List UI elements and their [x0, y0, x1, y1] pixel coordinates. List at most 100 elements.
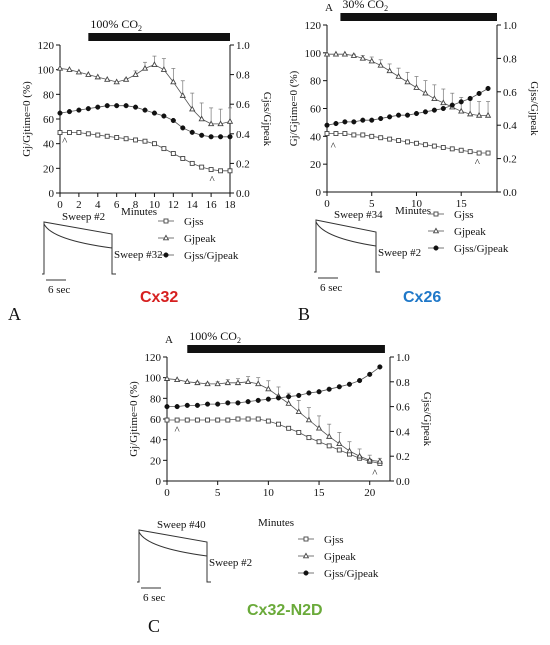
data-point — [356, 452, 363, 459]
data-point — [285, 399, 292, 406]
panel-letter-b: B — [298, 304, 310, 324]
x-tick-label: 2 — [76, 199, 82, 211]
sweep-label-top: Sweep #34 — [334, 209, 383, 221]
y-axis-label: Gj/Gjtime=0 (%) — [288, 70, 300, 146]
data-point — [199, 132, 205, 138]
data-point — [316, 439, 322, 445]
data-point — [218, 168, 224, 174]
y2-axis-label: Gjss/Gjpeak — [528, 81, 540, 136]
co2-label: 30% CO2 — [342, 0, 388, 13]
data-point — [57, 110, 63, 116]
data-point — [342, 119, 348, 125]
scale-bar-label: 6 sec — [143, 592, 165, 604]
data-point — [440, 145, 446, 150]
legend-entry: Gjss/Gjpeak — [454, 243, 509, 255]
series-gjss — [57, 130, 233, 174]
legend-marker — [433, 245, 439, 251]
data-point — [245, 399, 251, 405]
legend-marker — [303, 570, 309, 576]
x-tick-label: 15 — [456, 198, 468, 210]
data-point — [95, 104, 101, 110]
data-point — [275, 395, 282, 401]
x-tick-label: 8 — [133, 199, 139, 211]
data-point — [180, 125, 186, 131]
sweep-trace-outer — [314, 219, 380, 273]
data-point — [306, 435, 312, 441]
y2-tick-label: 1.0 — [396, 352, 410, 364]
data-point — [104, 103, 110, 109]
data-point — [163, 375, 171, 381]
data-point — [133, 137, 139, 143]
y-tick-label: 40 — [150, 435, 162, 447]
data-point — [132, 71, 139, 77]
data-point — [333, 131, 339, 137]
data-point — [122, 75, 130, 82]
data-point — [316, 389, 322, 395]
y2-tick-label: 0.4 — [503, 120, 517, 132]
cx32-label: Cx32 — [140, 289, 178, 306]
x-axis-label: Minutes — [395, 205, 431, 217]
data-point — [227, 168, 233, 174]
x-tick-label: 15 — [314, 487, 326, 499]
inset-cx32-n2d: 6 sec Sweep #40 Sweep #2 Minutes Gjss Gjpeak G… — [137, 517, 379, 604]
data-point — [333, 120, 339, 127]
caret-marker: ^ — [372, 468, 378, 480]
data-point — [161, 146, 167, 152]
data-point — [173, 376, 181, 382]
data-point — [324, 131, 330, 137]
legend-marker — [163, 252, 169, 258]
y2-tick-label: 0.8 — [396, 377, 410, 389]
data-point — [227, 134, 233, 140]
series-line — [59, 64, 231, 125]
data-point — [485, 150, 491, 156]
data-point — [244, 378, 252, 385]
x-tick-label: 5 — [215, 487, 221, 499]
data-point — [225, 417, 231, 423]
sweep-label-top: Sweep #40 — [157, 519, 206, 531]
data-point — [174, 417, 180, 423]
data-point — [75, 68, 83, 75]
data-point — [199, 164, 205, 170]
data-point — [387, 136, 393, 142]
legend-entry: Gjss — [324, 534, 344, 546]
data-point — [431, 143, 437, 149]
data-point — [207, 120, 215, 127]
data-point — [205, 417, 210, 423]
data-point — [164, 404, 170, 410]
series-gjss-gjpeak — [324, 85, 491, 128]
data-point — [440, 99, 447, 106]
data-point — [170, 151, 176, 156]
data-point — [413, 110, 420, 117]
data-point — [368, 57, 375, 64]
data-point — [85, 106, 91, 112]
data-point — [467, 149, 473, 155]
y2-tick-label: 0.4 — [236, 129, 250, 141]
chart-cx32: 0 2 4 6 8 10 12 14 16 18 0 20 40 60 80 100 120 0.0 0.2 0.4 0… — [21, 17, 273, 211]
x-tick-label: 5 — [369, 198, 375, 210]
sweep-trace-inner — [43, 223, 113, 249]
data-point — [296, 429, 302, 435]
data-point — [170, 78, 177, 85]
y2-tick-label: 0.6 — [236, 99, 250, 111]
data-point — [104, 133, 110, 139]
data-point — [245, 416, 251, 422]
y-tick-label: 40 — [310, 131, 322, 143]
data-point — [414, 140, 419, 146]
series-line — [166, 378, 380, 462]
data-point — [184, 378, 191, 385]
data-point — [114, 103, 120, 109]
panel-letter-a: A — [8, 304, 21, 324]
data-point — [449, 146, 455, 152]
y2-tick-label: 0.0 — [236, 188, 250, 200]
data-point — [351, 119, 357, 125]
data-point — [431, 107, 437, 113]
legend-entry: Gjss/Gjpeak — [324, 568, 379, 580]
data-point — [151, 61, 158, 67]
data-point — [215, 417, 221, 423]
data-point — [151, 110, 157, 116]
data-point — [305, 416, 313, 423]
legend-marker — [433, 211, 439, 217]
data-point — [336, 447, 342, 453]
data-point — [234, 379, 242, 386]
legend-marker — [162, 234, 170, 241]
